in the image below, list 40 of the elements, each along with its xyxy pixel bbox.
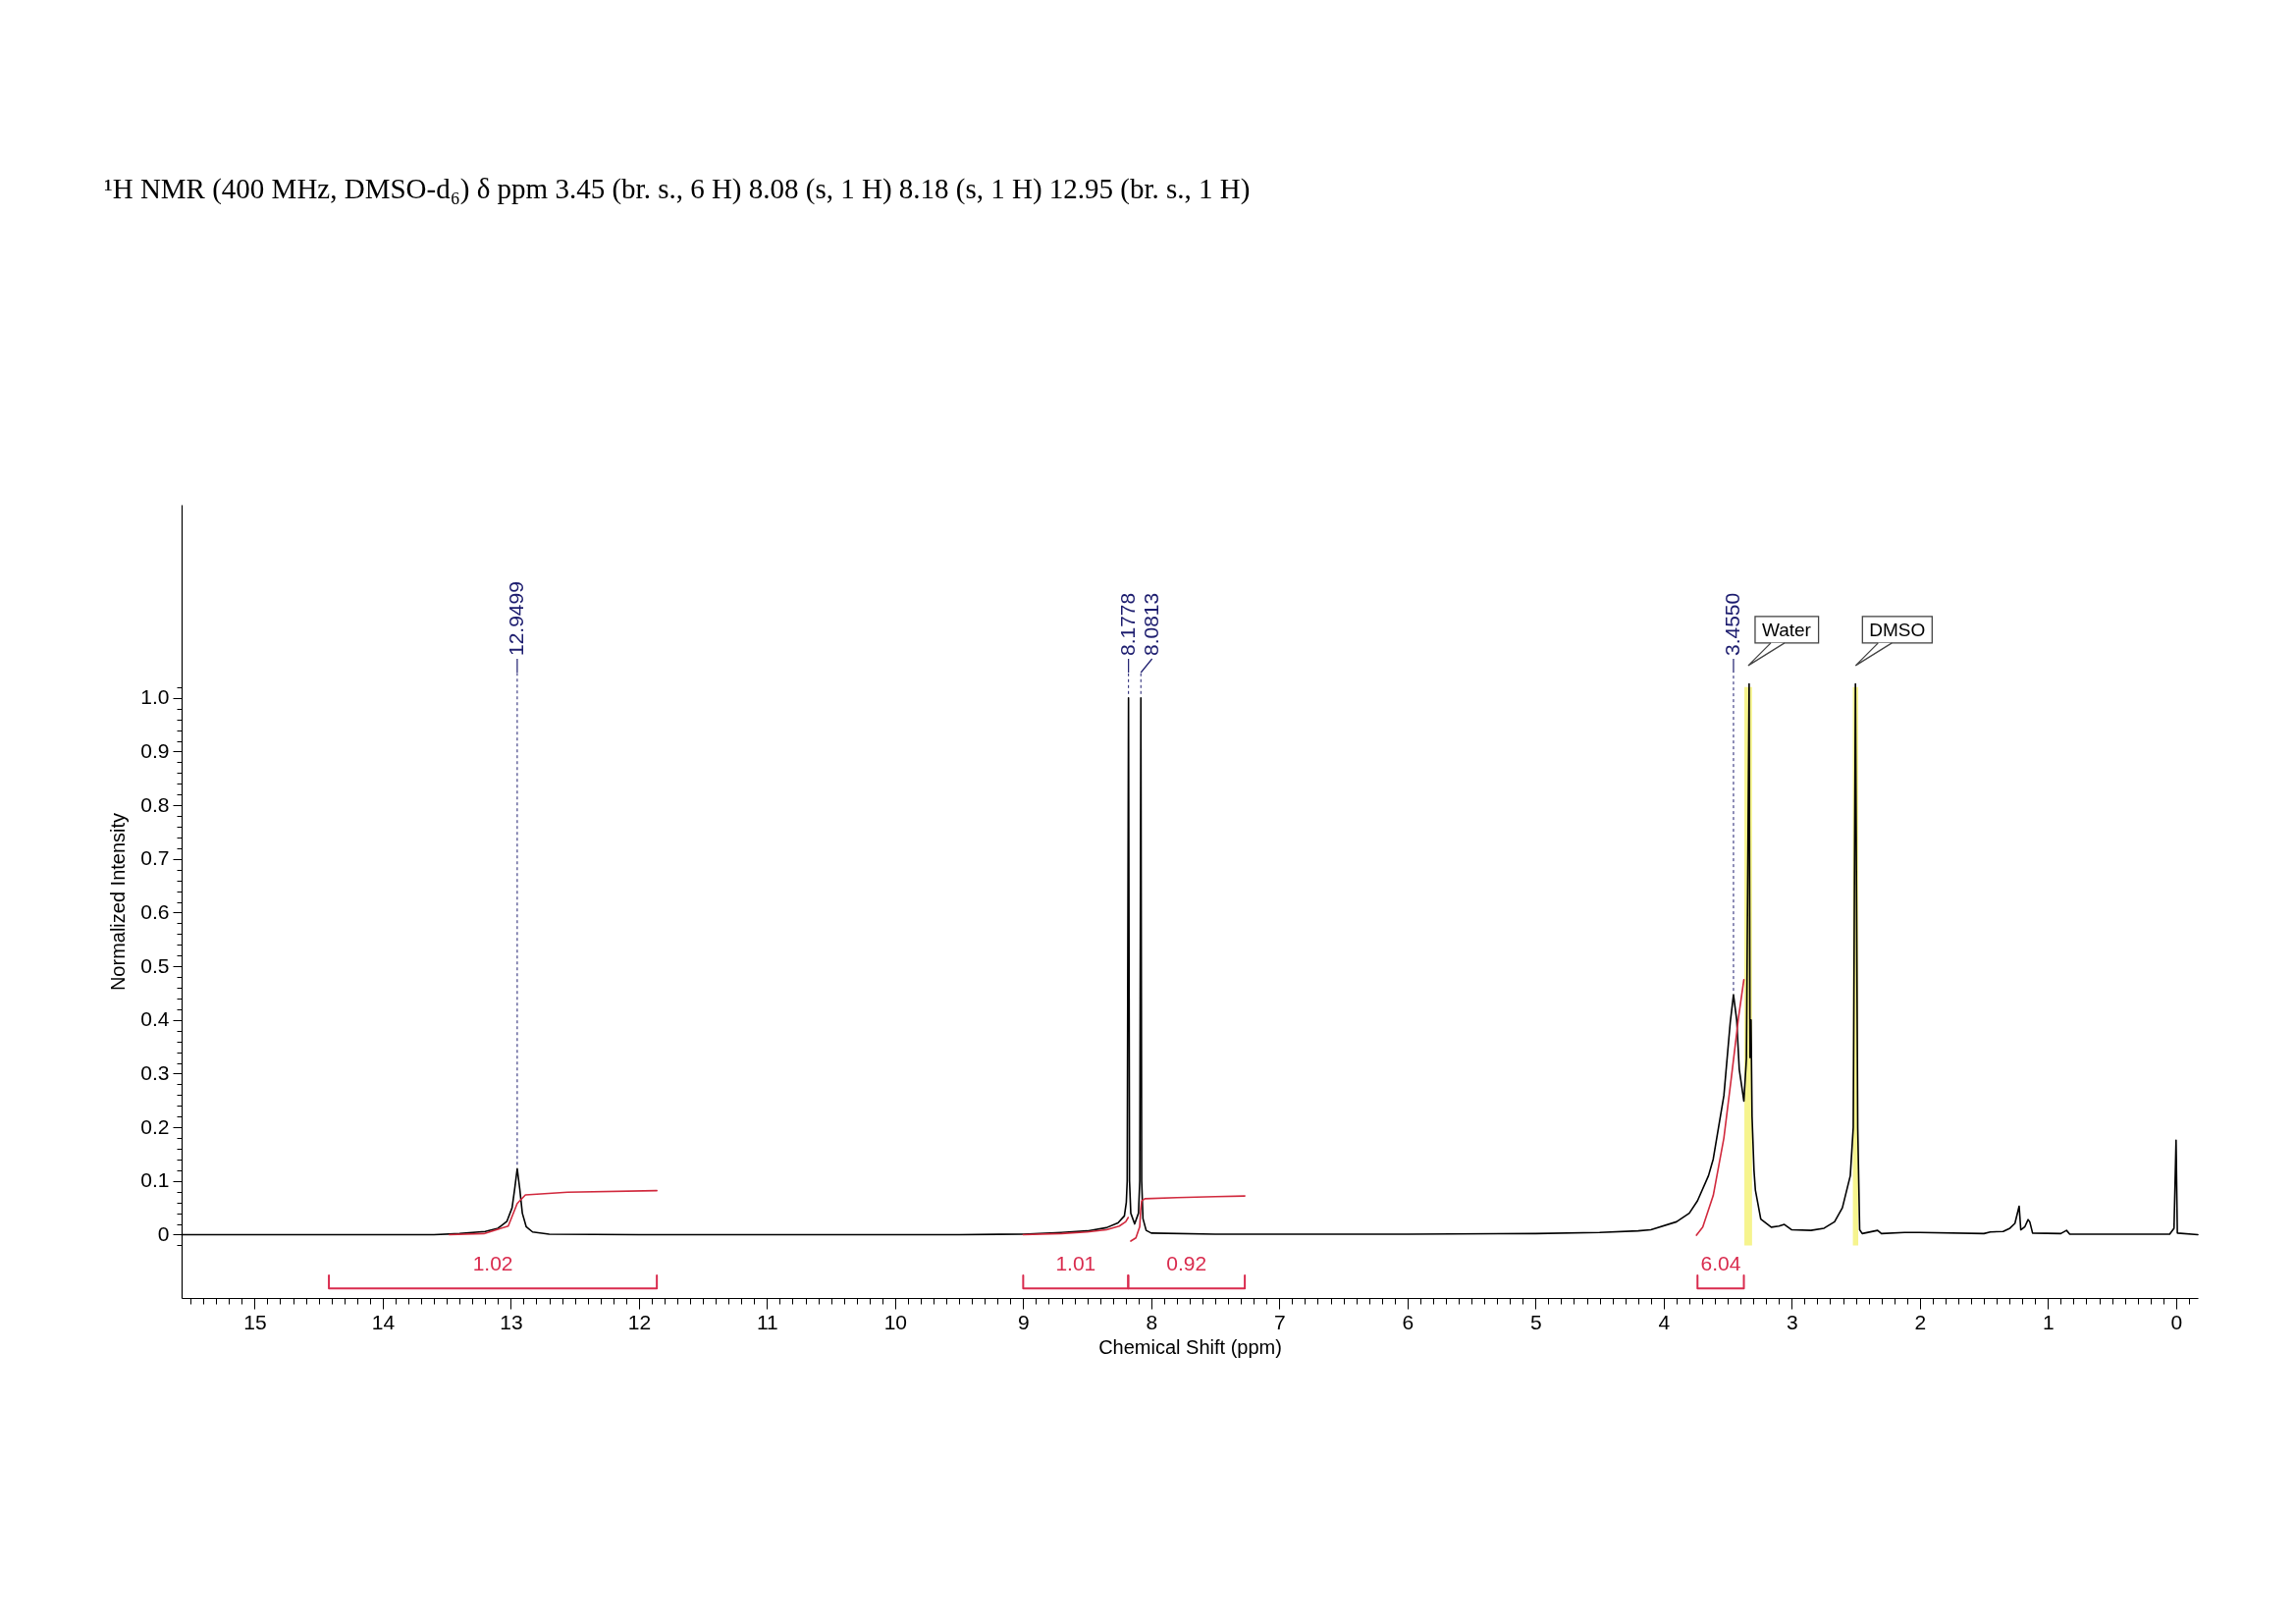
x-tick-label: 0 bbox=[2170, 1310, 2183, 1333]
x-tick-label: 1 bbox=[2042, 1310, 2055, 1333]
y-tick-label: 0.7 bbox=[140, 846, 170, 870]
y-tick-label: 0.3 bbox=[140, 1060, 170, 1084]
x-tick-label: 2 bbox=[1914, 1310, 1927, 1333]
y-tick-label: 0.9 bbox=[140, 738, 170, 762]
series-label: 1.01 bbox=[1055, 1252, 1096, 1275]
x-tick-label: 14 bbox=[371, 1310, 396, 1333]
x-tick-label: 11 bbox=[756, 1310, 778, 1333]
x-tick-label: 9 bbox=[1018, 1310, 1030, 1333]
annotation: 3.4550 bbox=[1720, 592, 1743, 656]
x-tick-label: 13 bbox=[500, 1310, 523, 1333]
annotation: 8.1778 bbox=[1115, 592, 1139, 656]
x-tick-label: 7 bbox=[1274, 1310, 1286, 1333]
y-tick-label: 1.0 bbox=[140, 685, 170, 709]
y-tick-label: 0.5 bbox=[140, 953, 170, 977]
y-tick-label: 0.6 bbox=[140, 899, 170, 923]
x-tick-label: 3 bbox=[1786, 1310, 1798, 1333]
x-tick-label: 4 bbox=[1658, 1310, 1671, 1333]
chart-title: ¹H NMR (400 MHz, DMSO-d₆) δ ppm 3.45 (br. s., 6 H) 8.08 (s, 1 H) 8.18 (s, 1 H) 12.95 (br. s., 1 H) bbox=[104, 173, 1251, 205]
series-label: 0.92 bbox=[1166, 1252, 1207, 1275]
band-label: Water bbox=[1761, 619, 1812, 640]
y-tick-label: 0 bbox=[157, 1221, 170, 1245]
x-tick-label: 6 bbox=[1402, 1310, 1415, 1333]
y-tick-label: 0.2 bbox=[140, 1114, 170, 1138]
x-axis-title: Chemical Shift (ppm) bbox=[1098, 1335, 1282, 1358]
band-label: DMSO bbox=[1869, 619, 1926, 640]
x-tick-label: 10 bbox=[883, 1310, 908, 1333]
x-tick-label: 15 bbox=[243, 1310, 267, 1333]
series-label: 6.04 bbox=[1700, 1252, 1741, 1275]
annotation: 12.9499 bbox=[504, 581, 527, 656]
x-tick-label: 5 bbox=[1529, 1310, 1542, 1333]
x-tick-label: 12 bbox=[627, 1310, 652, 1333]
annotation: 8.0813 bbox=[1139, 592, 1162, 656]
series-label: 1.02 bbox=[472, 1252, 513, 1275]
y-tick-label: 0.8 bbox=[140, 792, 170, 816]
x-tick-label: 8 bbox=[1146, 1310, 1158, 1333]
y-axis-title: Normalized Intensity bbox=[107, 812, 130, 992]
y-tick-label: 0.1 bbox=[140, 1168, 170, 1192]
y-tick-label: 0.4 bbox=[140, 1007, 170, 1031]
